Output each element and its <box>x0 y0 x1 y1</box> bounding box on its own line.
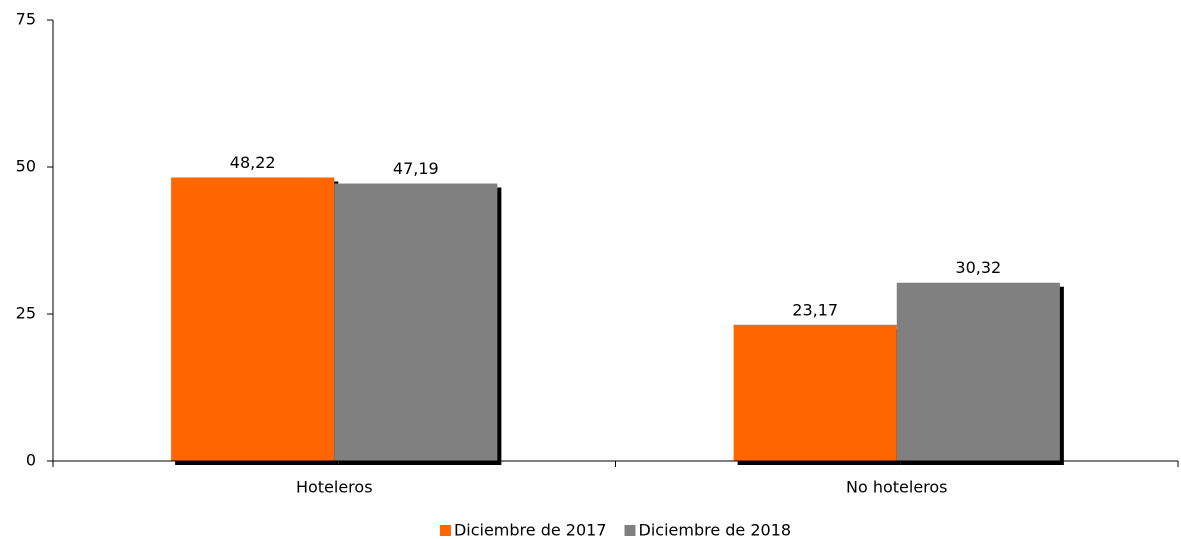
legend-swatch <box>439 525 451 536</box>
legend-label: Diciembre de 2018 <box>639 521 792 539</box>
bar <box>896 282 1060 461</box>
y-tick-label: 25 <box>16 304 36 323</box>
y-tick-label: 50 <box>16 157 36 176</box>
bar <box>733 324 897 461</box>
value-label: 30,32 <box>955 258 1001 277</box>
y-tick-label: 75 <box>16 10 36 29</box>
bar <box>334 183 498 461</box>
value-label: 48,22 <box>230 153 276 172</box>
bar <box>171 177 335 461</box>
legend-swatch <box>624 525 636 536</box>
x-tick-label: No hoteleros <box>846 478 948 497</box>
value-label: 23,17 <box>792 300 838 319</box>
legend-label: Diciembre de 2017 <box>454 521 607 539</box>
y-tick-label: 0 <box>26 451 36 470</box>
x-tick-label: Hoteleros <box>296 478 373 497</box>
value-label: 47,19 <box>393 159 439 178</box>
